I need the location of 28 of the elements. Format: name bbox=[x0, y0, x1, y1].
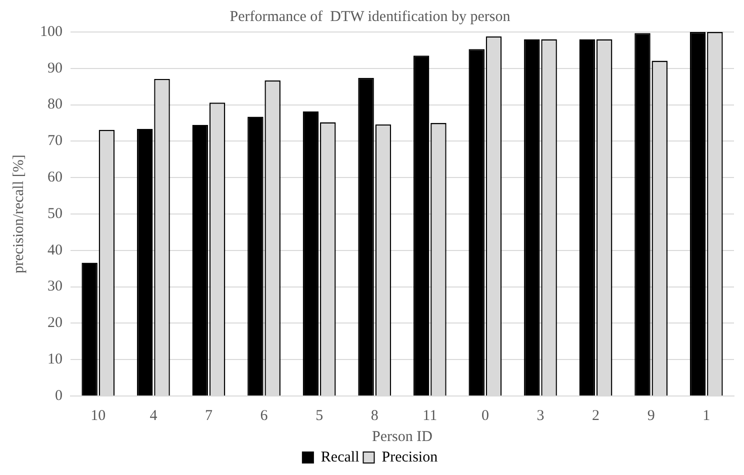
x-tick-label: 0 bbox=[481, 408, 489, 424]
x-tick-label: 2 bbox=[592, 408, 600, 424]
y-tick-label: 10 bbox=[48, 352, 62, 368]
x-tick-label: 9 bbox=[647, 408, 655, 424]
x-tick-label: 10 bbox=[90, 408, 106, 424]
x-tick-label: 11 bbox=[422, 408, 438, 424]
x-tick-label: 8 bbox=[370, 408, 378, 424]
y-tick-label: 20 bbox=[48, 315, 62, 332]
x-tick-label: 6 bbox=[260, 408, 268, 424]
y-tick-label: 100 bbox=[40, 24, 62, 40]
x-tick-label: 1 bbox=[702, 408, 710, 424]
y-tick-label: 0 bbox=[55, 388, 62, 404]
y-axis-title: precision/recall [%] bbox=[10, 154, 27, 274]
y-tick-label: 80 bbox=[48, 96, 62, 113]
legend-label: Precision bbox=[382, 449, 438, 466]
chart-title: Performance of DTW identification by person bbox=[230, 8, 511, 25]
x-tick-label: 4 bbox=[150, 408, 158, 424]
x-tick-label: 5 bbox=[316, 408, 324, 424]
y-tick-label: 30 bbox=[48, 278, 62, 295]
y-tick-label: 90 bbox=[48, 60, 62, 76]
x-tick-label: 3 bbox=[536, 408, 544, 424]
y-tick-label: 40 bbox=[48, 242, 62, 258]
y-tick-label: 60 bbox=[48, 170, 62, 186]
x-tick-label: 7 bbox=[204, 408, 213, 424]
y-tick-label: 50 bbox=[48, 206, 62, 222]
legend-label: Recall bbox=[320, 449, 360, 466]
x-axis-title: Person ID bbox=[372, 428, 433, 445]
y-tick-label: 70 bbox=[48, 133, 62, 150]
